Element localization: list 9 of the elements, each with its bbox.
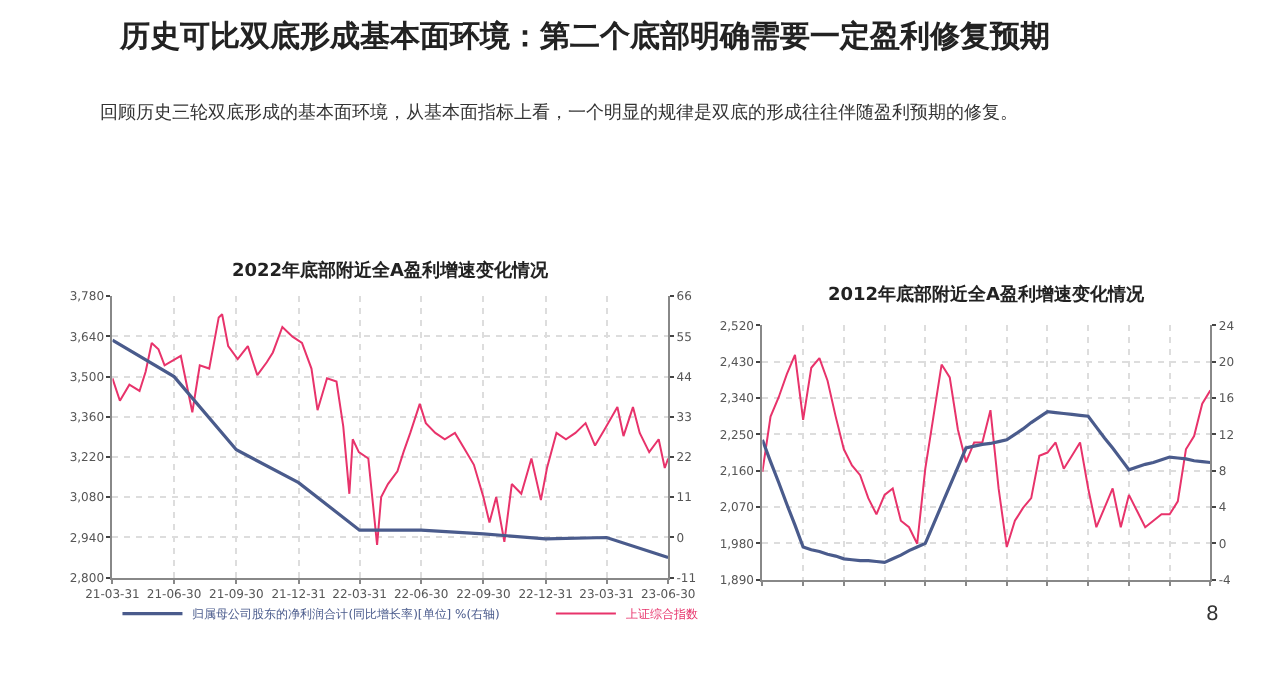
text: 回顾历史三轮双底形成的基本面环境，从基本面指标上看，一个明显的规律是双底的形成往往伴随盈利预期的修复。 (100, 102, 1018, 124)
line-series (112, 313, 669, 546)
line-series (762, 353, 1211, 548)
text: 历史可比双底形成基本面环境：第二个底部明确需要一定盈利修复预期 (118, 18, 1050, 54)
line-series (762, 410, 1211, 565)
chart-title: 2022年底部附近全A盈利增速变化情况 (232, 260, 551, 282)
line-series (112, 338, 669, 560)
chart-title: 2012年底部附近全A盈利增速变化情况 (828, 284, 1147, 306)
text: 8 (1206, 604, 1219, 626)
